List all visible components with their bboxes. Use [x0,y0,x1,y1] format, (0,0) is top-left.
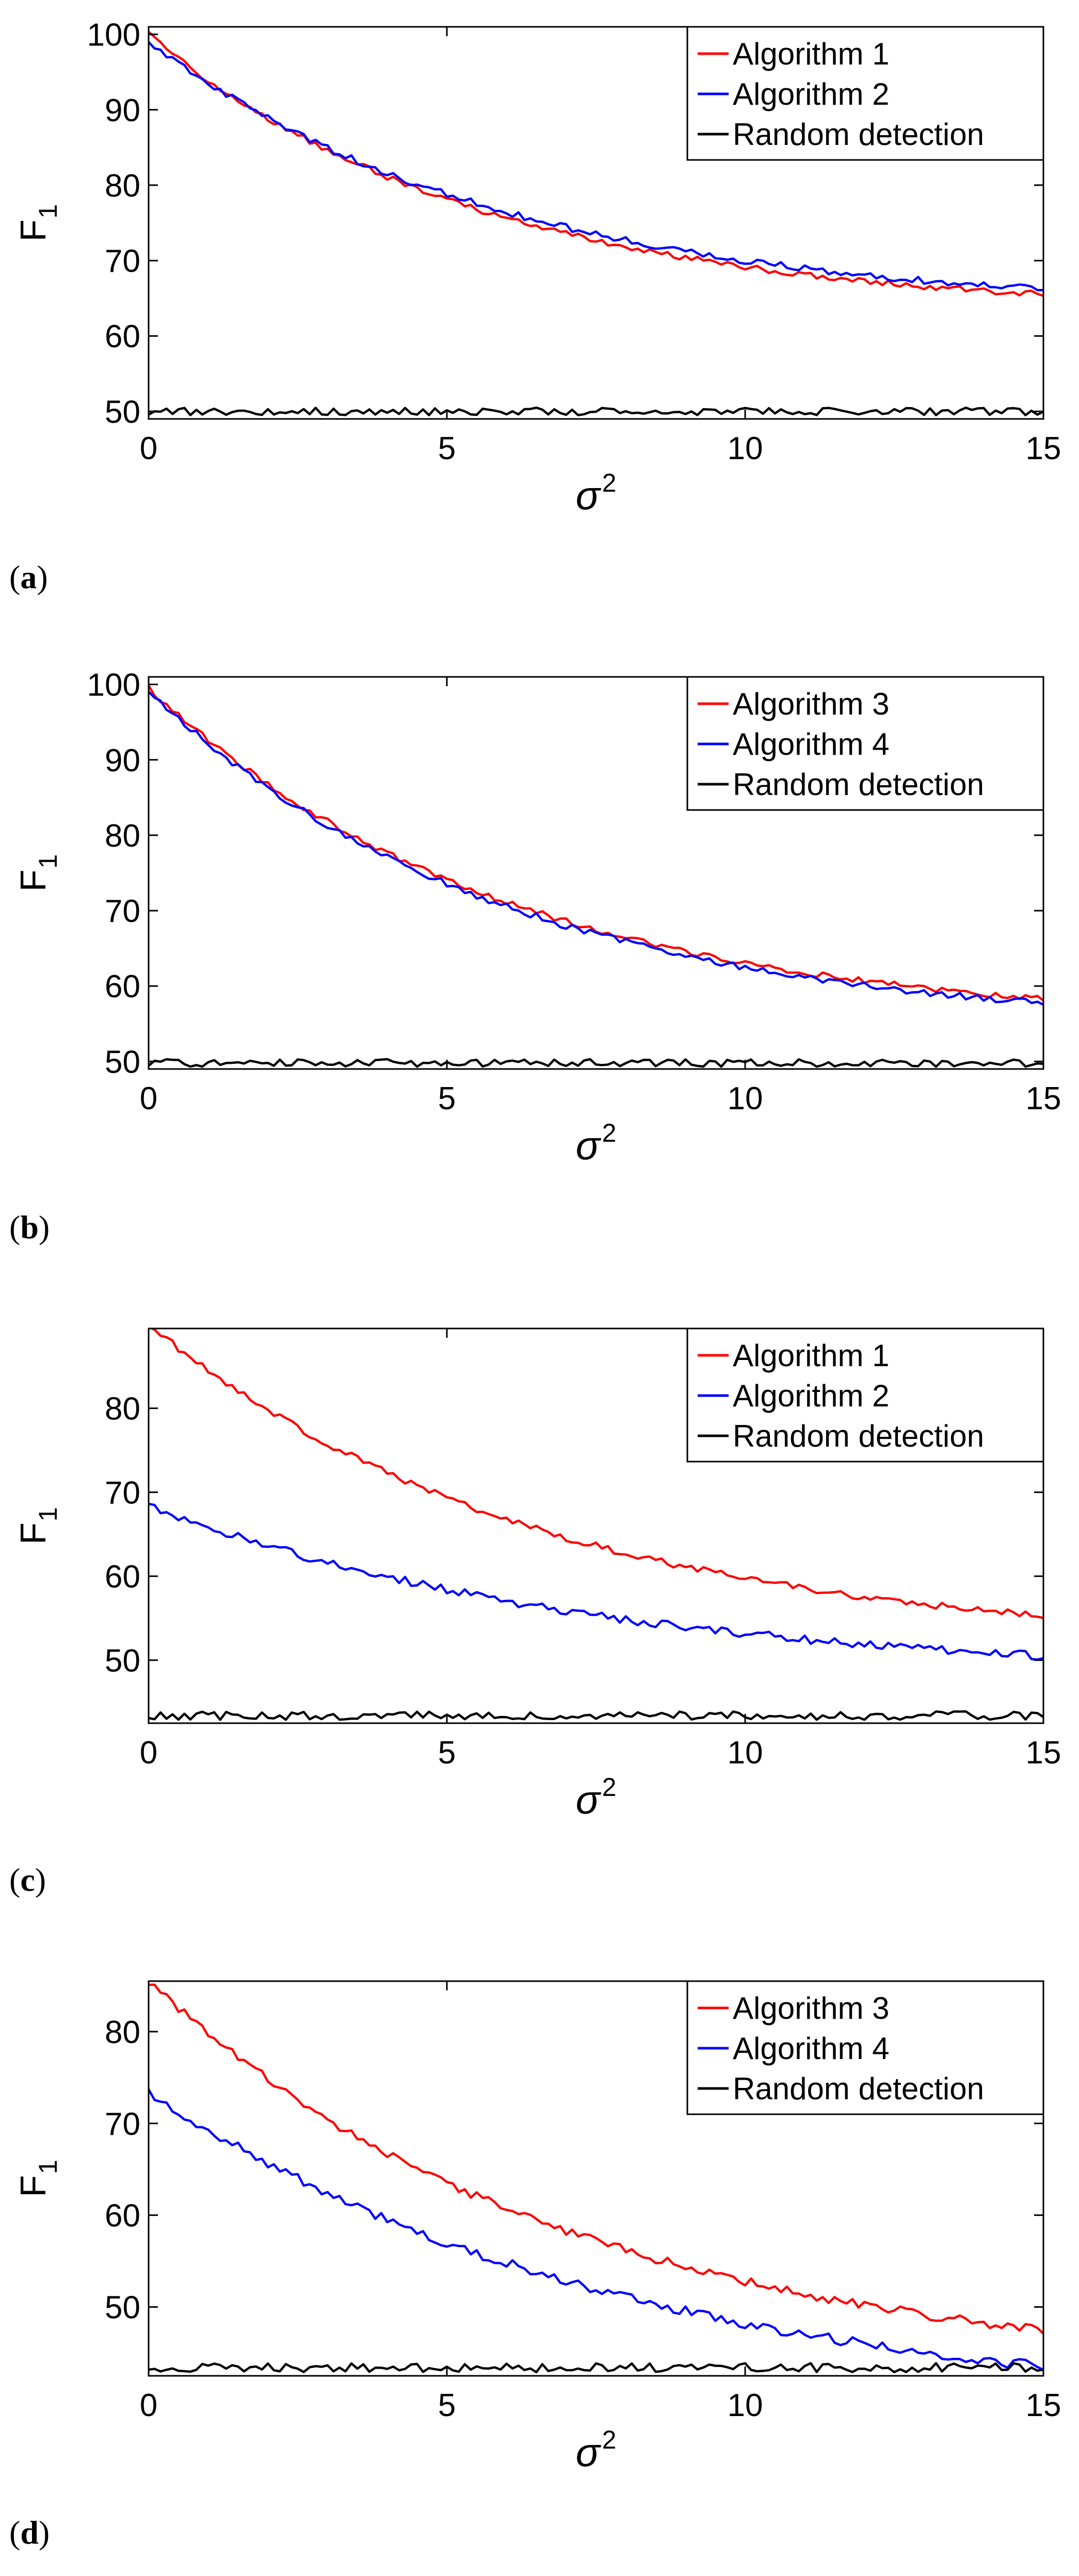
chart-panel-c: 0 5 10 15 50 60 70 80 σ2 F1 Algorithm 1 Algorithm 2… [9,1327,1061,1898]
y-tick-label: 80 [105,1391,140,1427]
y-tick-label: 70 [105,1475,140,1511]
legend-box [686,26,1044,161]
y-tick-label: 60 [105,1559,140,1595]
y-axis-label: F1 [13,204,62,242]
legend-entry-label: Random detection [733,1419,984,1453]
y-tick-label: 50 [105,2290,140,2326]
legend-entry-label: Random detection [733,767,984,802]
legend-entry-label: Algorithm 1 [733,1338,889,1373]
series-group [149,1328,1043,1721]
y-tick-label: 70 [105,2107,140,2142]
series-line-algorithm-4 [149,2088,1043,2371]
y-tick-label: 50 [105,1044,140,1080]
legend-box [686,1980,1044,2115]
legend-entry-label: Algorithm 4 [733,2031,889,2066]
y-tick-label: 60 [105,969,140,1005]
series-line-algorithm-2 [149,41,1043,291]
x-axis-label: σ2 [576,1119,617,1168]
panel-label: (b) [9,1209,50,1245]
series-line-random-detection [149,2362,1043,2374]
x-axis-label: σ2 [576,468,617,518]
series-line-algorithm-2 [149,1502,1043,1661]
y-tick-label: 80 [105,2015,140,2050]
y-axis-label: F1 [13,854,62,892]
legend: Algorithm 3 Algorithm 4 Random detection [686,1980,1044,2115]
x-tick-label: 0 [140,1081,157,1116]
legend-entry-label: Random detection [733,117,984,152]
x-tick-label: 0 [140,2388,157,2423]
y-tick-label: 70 [105,244,140,279]
axes-box [148,1980,1044,2377]
axes-box [148,26,1044,420]
x-axis-label: σ2 [576,1773,617,1822]
x-tick-label: 15 [1026,1735,1061,1771]
legend-entry-label: Algorithm 2 [733,77,889,111]
series-group [149,1983,1043,2374]
x-tick-label: 5 [438,1081,456,1116]
x-tick-label: 5 [438,2388,456,2423]
x-tick-label: 0 [140,431,157,466]
legend: Algorithm 1 Algorithm 2 Random detection [686,26,1044,161]
x-tick-label: 15 [1026,431,1061,466]
y-tick-label: 50 [105,1643,140,1679]
series-line-random-detection [149,406,1043,416]
y-tick-label: 100 [87,668,140,703]
y-tick-label: 60 [105,2198,140,2234]
legend: Algorithm 1 Algorithm 2 Random detection [686,1327,1044,1463]
chart-panel-d: 0 5 10 15 50 60 70 80 σ2 F1 Algorithm 3 Algorithm 4… [9,1980,1061,2551]
series-line-algorithm-4 [149,691,1043,1006]
y-axis-label: F1 [13,2160,62,2197]
legend: Algorithm 3 Algorithm 4 Random detection [686,676,1044,811]
y-tick-label: 50 [105,394,140,430]
series-group [149,31,1043,416]
series-group [149,685,1043,1068]
series-line-random-detection [149,1710,1043,1721]
x-tick-label: 0 [140,1735,157,1771]
legend-entry-label: Algorithm 1 [733,37,889,71]
y-tick-label: 80 [105,168,140,204]
x-tick-label: 10 [728,1081,763,1116]
x-tick-label: 10 [728,1735,763,1771]
axes-box [148,1327,1044,1724]
series-line-algorithm-3 [149,1983,1043,2335]
series-line-random-detection [149,1058,1043,1068]
x-tick-label: 15 [1026,2388,1061,2423]
series-line-algorithm-1 [149,31,1043,297]
legend-box [686,676,1044,811]
y-tick-label: 60 [105,319,140,354]
legend-entry-label: Algorithm 2 [733,1379,889,1413]
y-tick-label: 90 [105,743,140,779]
y-tick-label: 70 [105,894,140,929]
x-tick-label: 5 [438,1735,456,1771]
legend-entry-label: Algorithm 3 [733,687,889,721]
legend-entry-label: Algorithm 3 [733,1991,889,2026]
legend-entry-label: Algorithm 4 [733,727,889,762]
axes-box [148,676,1044,1070]
x-tick-label: 10 [728,2388,763,2423]
y-axis-label: F1 [13,1507,62,1545]
panel-label: (a) [9,559,48,595]
y-tick-label: 100 [87,18,140,53]
legend-entry-label: Random detection [733,2071,984,2106]
x-tick-label: 15 [1026,1081,1061,1116]
x-tick-label: 10 [728,431,763,466]
legend-box [686,1327,1044,1463]
panel-label: (c) [9,1861,46,1898]
x-tick-label: 5 [438,431,456,466]
y-tick-label: 80 [105,818,140,854]
x-axis-label: σ2 [576,2425,617,2475]
series-line-algorithm-1 [149,1328,1043,1619]
panel-label: (d) [9,2514,50,2551]
y-tick-label: 90 [105,93,140,128]
